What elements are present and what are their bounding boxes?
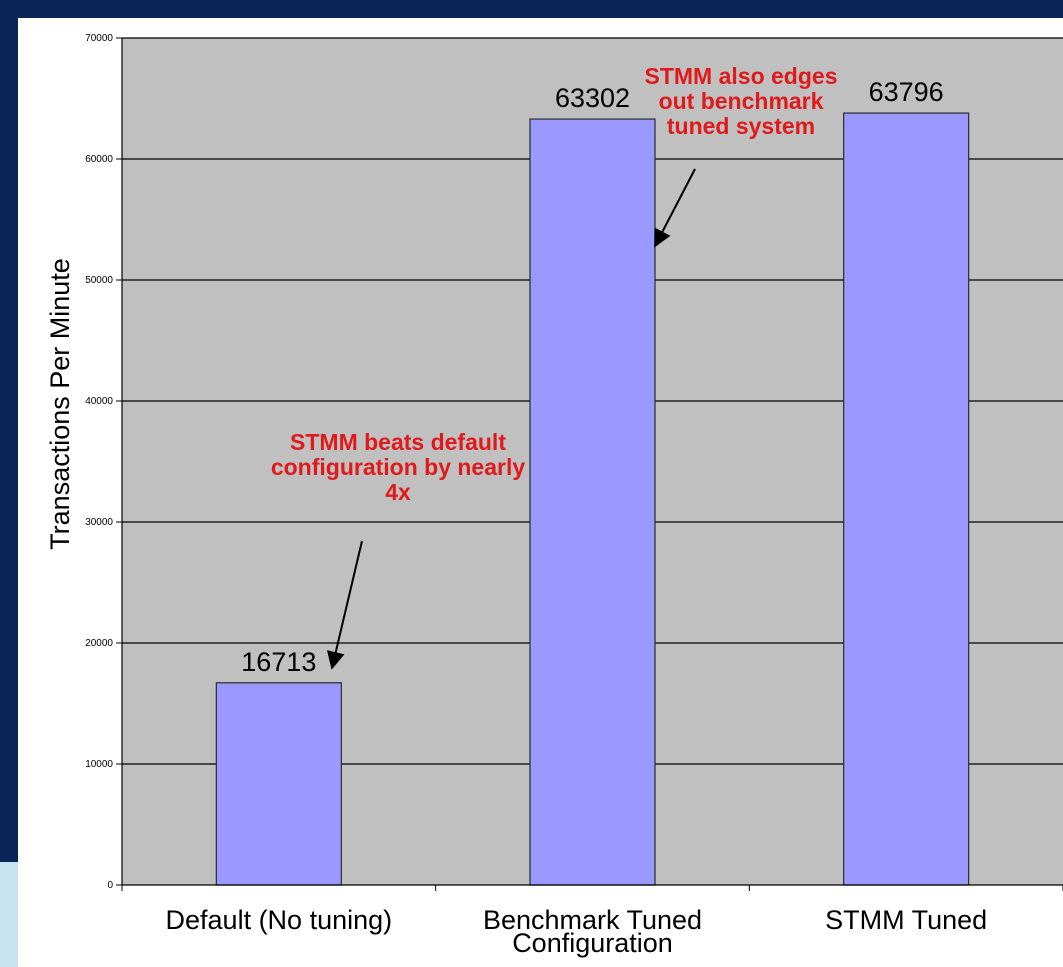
annotation-line: 4x [385,479,411,505]
x-category-label-line: Benchmark Tuned [483,905,702,935]
annotation-text-1: STMM also edges out benchmark tuned system [645,63,838,139]
y-tick-label: 0 [107,880,113,891]
y-tick-labels: 0 10000 20000 30000 40000 50000 60000 70000 [85,33,113,891]
y-tick-label: 70000 [85,33,113,44]
annotation-text-0: STMM beats default configuration by nearl… [271,429,526,505]
bar-0 [215,682,342,886]
x-category-label-1: Benchmark Tuned Configuration [483,905,702,958]
y-tick-label: 40000 [85,396,113,407]
x-category-label-2: STMM Tuned [825,905,987,935]
bars [215,112,970,886]
x-category-label-line: Configuration [512,928,673,958]
y-axis-label: Transactions Per Minute [45,258,75,550]
axes [116,37,1063,891]
annotation-line: STMM also edges [645,63,838,89]
x-category-label-0: Default (No tuning) [166,905,393,935]
value-label-0: 16713 [241,647,316,677]
x-category-label-line: STMM Tuned [825,905,987,935]
annotation-line: STMM beats default [290,429,506,455]
bar-2 [843,112,970,886]
slide-frame-left-accent [0,862,18,967]
annotation-arrow-1 [654,168,696,248]
annotation-line: out benchmark [659,88,824,114]
x-category-label-line: Default (No tuning) [166,905,393,935]
value-label-2: 63796 [869,77,944,107]
y-tick-label: 60000 [85,154,113,165]
annotation-line: configuration by nearly [271,454,526,480]
slide-frame-top [0,0,1063,18]
annotation-line: tuned system [667,113,815,139]
bar-1 [529,118,656,886]
annotations: STMM beats default configuration by nearl… [271,63,838,670]
y-tick-label: 30000 [85,517,113,528]
slide-frame-left [0,0,18,862]
y-tick-label: 10000 [85,759,113,770]
y-tick-label: 20000 [85,638,113,649]
y-tick-label: 50000 [85,275,113,286]
x-category-labels: Default (No tuning) Benchmark Tuned Config… [166,905,988,958]
value-labels: 16713 63302 63796 [241,77,943,677]
value-label-1: 63302 [555,83,630,113]
annotation-arrow-0 [326,540,363,670]
